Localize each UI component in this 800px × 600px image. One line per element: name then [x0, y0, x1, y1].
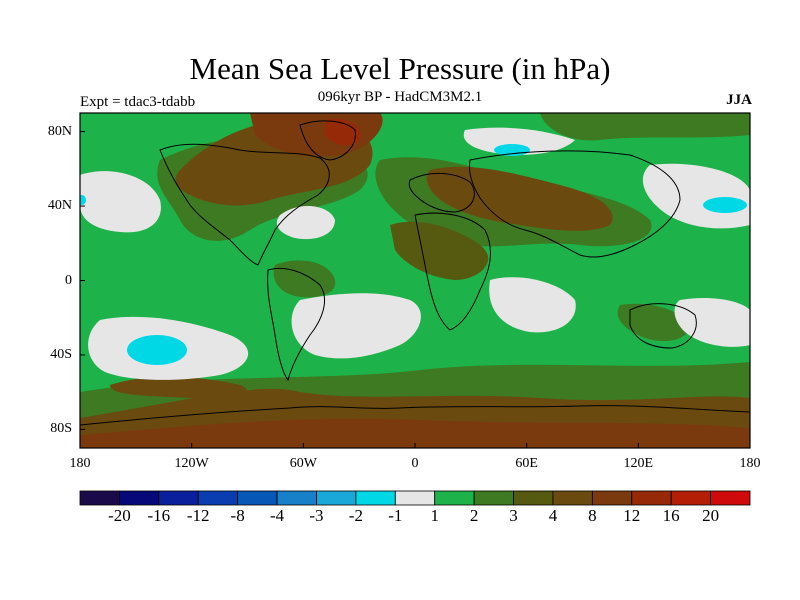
coast-africa	[414, 212, 491, 331]
coast-greenland	[299, 120, 356, 161]
colorbar-label: -2	[348, 506, 363, 525]
x-tick-label: 120W	[174, 456, 209, 471]
field-indian-ocean-light	[489, 277, 576, 333]
colorbar-swatch	[79, 490, 120, 506]
x-tick-label: 60E	[515, 456, 538, 471]
colorbar-swatch	[197, 490, 239, 506]
field-south-atlantic-light	[291, 293, 421, 359]
field-north-pacific-light	[80, 171, 161, 233]
colorbar-label: 1	[430, 506, 439, 525]
field-arctic-olive	[540, 113, 750, 141]
colorbar-swatch	[552, 490, 593, 506]
colorbar-label: -8	[230, 506, 245, 525]
colorbar-swatch	[119, 490, 160, 506]
colorbar-swatch	[434, 490, 475, 506]
chart-subtitle: 096kyr BP - HadCM3M2.1	[317, 89, 483, 105]
field-west-edge-cyan	[80, 195, 86, 205]
colorbar-swatch	[394, 490, 436, 506]
colorbar-label: -1	[388, 506, 403, 525]
coast-north-america	[159, 143, 330, 266]
field-south-pacific-cyan	[127, 335, 187, 365]
coast-asia	[469, 150, 681, 258]
y-tick-label: 80N	[47, 123, 72, 139]
colorbar-label: 20	[702, 506, 720, 525]
x-tick-label: 180	[739, 456, 761, 471]
field-southpacific-brown	[110, 376, 247, 399]
colorbar-swatch	[237, 490, 278, 506]
colorbar-swatch	[670, 490, 711, 506]
y-tick-label: 40N	[47, 198, 72, 214]
x-tick-label: 120E	[623, 456, 654, 471]
colorbar-swatch	[355, 490, 396, 506]
y-tick-label: 40S	[50, 346, 72, 362]
colorbar-swatch	[316, 490, 357, 506]
colorbar-label: 2	[469, 506, 479, 525]
colorbar-label: -4	[269, 506, 285, 525]
x-tick-label: 60W	[289, 456, 317, 471]
field-arctic-light	[463, 127, 575, 155]
coast-south-america	[267, 267, 325, 382]
colorbar-label: -16	[147, 506, 171, 525]
colorbar-label: 8	[588, 506, 597, 525]
chart-title: Mean Sea Level Pressure (in hPa)	[189, 51, 611, 86]
y-tick-label: 80S	[50, 421, 72, 437]
x-tick-label: 0	[411, 456, 419, 471]
colorbar-label: 12	[623, 506, 641, 525]
field-north-atlantic-light	[276, 205, 335, 240]
season-label: JJA	[726, 92, 752, 108]
colorbar-label: 4	[548, 506, 558, 525]
colorbar-label: 16	[662, 506, 680, 525]
colorbar-swatch	[710, 490, 751, 506]
colorbar-label: -20	[108, 506, 131, 525]
field-eurasia-brown	[426, 166, 613, 231]
experiment-label: Expt = tdac3-tdabb	[80, 94, 196, 110]
x-tick-label: 180	[69, 456, 91, 471]
colorbar-swatch	[631, 490, 672, 506]
colorbar-label: 3	[509, 506, 518, 525]
field-northwest-pacific-cyan	[703, 197, 747, 213]
coast-antarctica	[80, 405, 750, 426]
coastlines	[80, 120, 750, 426]
colorbar-swatch	[591, 490, 633, 506]
field-arctic-redbrown	[325, 118, 361, 146]
y-tick-label: 0	[65, 272, 72, 288]
field-antarctic-darkbrown	[80, 418, 750, 448]
colorbar-label: -3	[309, 506, 324, 525]
colorbar-swatch	[158, 490, 199, 506]
map-ticks	[79, 131, 751, 448]
map-field	[80, 113, 750, 448]
field-asia-darkolive	[390, 221, 489, 280]
colorbar-swatch	[513, 490, 554, 506]
colorbar-swatch	[276, 490, 317, 506]
coast-australia	[629, 303, 697, 349]
coast-europe	[408, 172, 475, 213]
colorbar-swatch	[473, 490, 514, 506]
colorbar-label: -12	[186, 506, 210, 525]
field-indian-olive	[617, 303, 690, 342]
